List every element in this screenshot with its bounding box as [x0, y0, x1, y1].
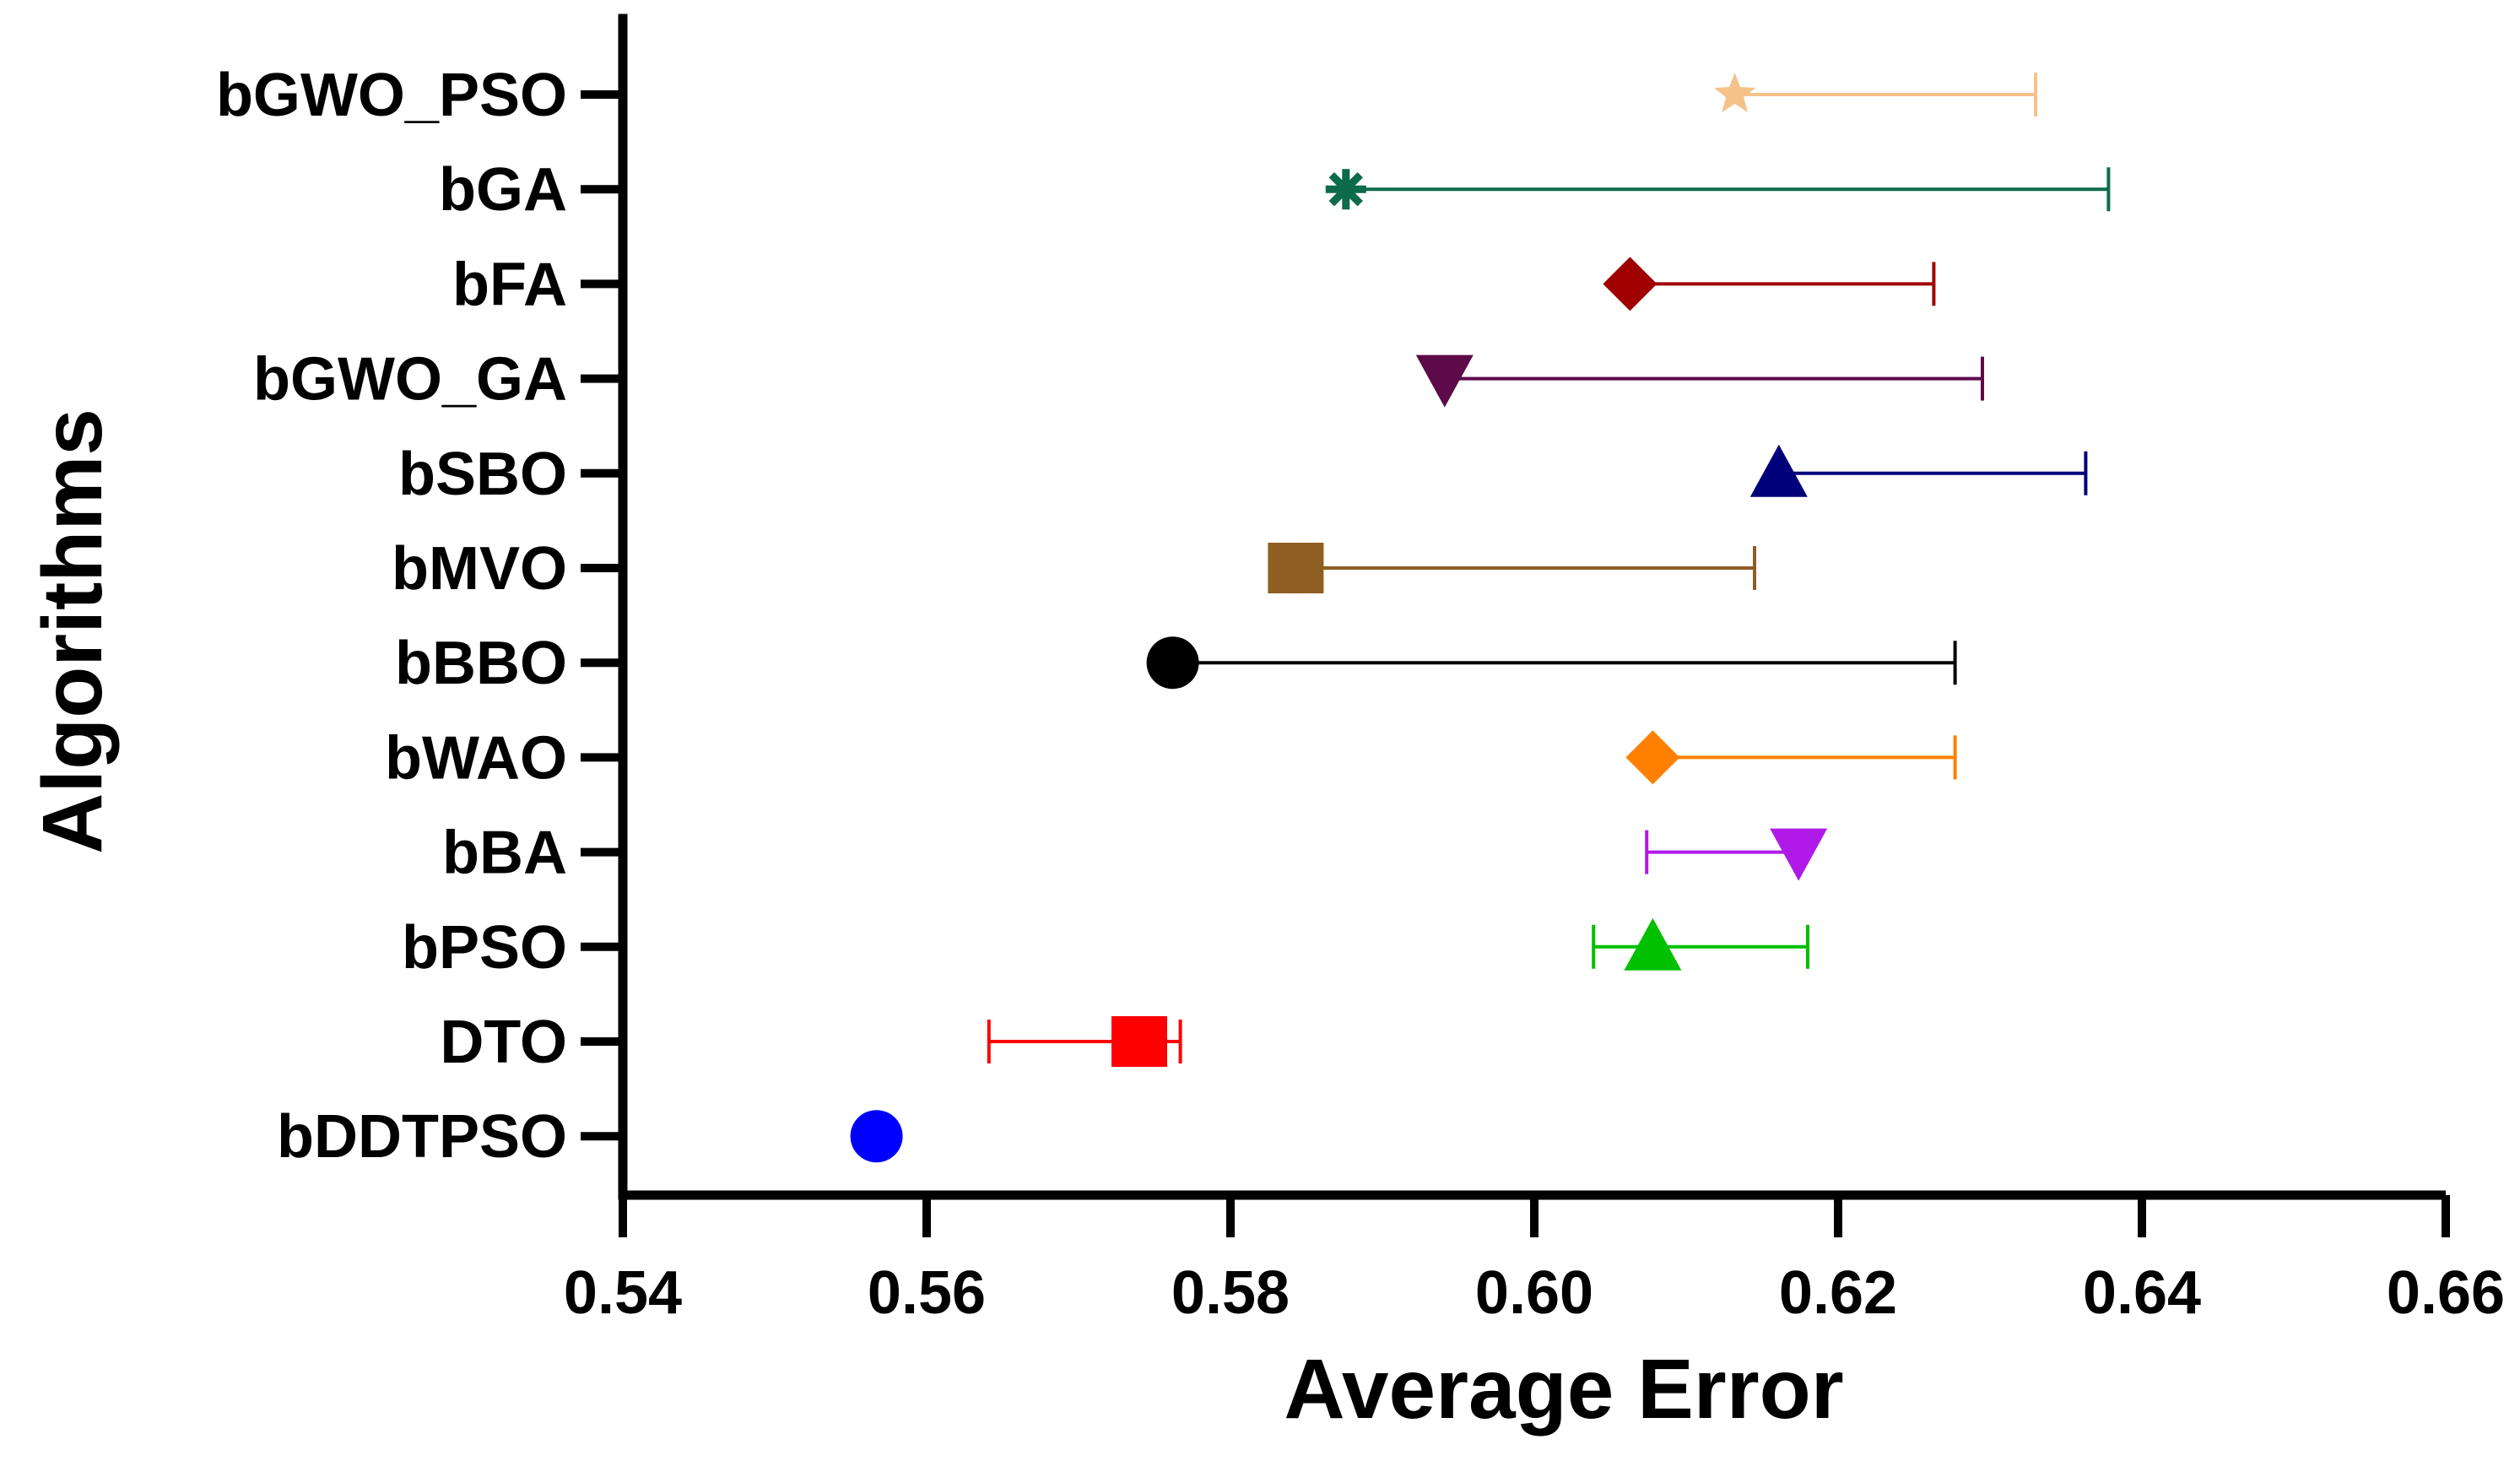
x-tick-label-4: 0.62: [1779, 1259, 1897, 1327]
marker-bBA: [1770, 828, 1828, 881]
series-bBBO: [1146, 636, 1957, 690]
y-tick-label-11: bDDTPSO: [277, 1103, 567, 1171]
series-bMVO: [1268, 543, 1756, 593]
y-axis-title: Algorithms: [25, 409, 120, 854]
series-bGWO_GA: [1415, 354, 1984, 408]
series-layer: [850, 73, 2111, 1163]
x-ticks: 0.54 0.56 0.58 0.60 0.62 0.64 0.66: [564, 1195, 2505, 1327]
series-bFA: [1603, 257, 1936, 311]
marker-bMVO: [1268, 543, 1324, 593]
x-tick-label-6: 0.66: [2387, 1259, 2505, 1327]
y-tick-label-4: bSBO: [398, 441, 567, 508]
y-tick-label-10: DTO: [440, 1009, 567, 1076]
marker-bGA-stroke-3: [1328, 172, 1363, 207]
series-bBA: [1645, 828, 1828, 881]
series-bPSO: [1592, 917, 1809, 971]
x-tick-label-5: 0.64: [2083, 1259, 2201, 1327]
marker-bGWO_GA: [1415, 354, 1474, 408]
marker-bBBO: [1146, 636, 1199, 690]
y-tick-label-1: bGA: [439, 156, 567, 224]
y-tick-label-3: bGWO_GA: [253, 346, 567, 414]
series-bWAO: [1625, 730, 1957, 785]
x-axis-title: Average Error: [1284, 1342, 1843, 1437]
y-tick-label-9: bPSO: [402, 914, 567, 982]
marker-bDDTPSO: [850, 1110, 903, 1163]
series-DTO: [987, 1016, 1182, 1067]
marker-DTO: [1111, 1016, 1167, 1067]
marker-bGWO_PSO: [1713, 73, 1756, 112]
series-bDDTPSO: [850, 1110, 903, 1163]
y-tick-label-5: bMVO: [392, 535, 567, 603]
marker-bPSO: [1624, 917, 1682, 971]
x-tick-label-3: 0.60: [1475, 1259, 1593, 1327]
marker-bGA: [1325, 169, 1366, 210]
marker-bFA: [1603, 257, 1657, 311]
series-bSBO: [1749, 444, 2088, 497]
y-tick-label-0: bGWO_PSO: [216, 62, 567, 129]
y-tick-label-7: bWAO: [385, 724, 567, 792]
y-ticks: bGWO_PSO bGA bFA bGWO_GA bSBO bMVO bBBO bWAO bBA…: [216, 62, 623, 1171]
series-bGWO_PSO: [1713, 73, 2037, 116]
marker-bSBO: [1749, 444, 1808, 497]
x-tick-label-0: 0.54: [564, 1259, 682, 1327]
y-tick-label-8: bBA: [442, 820, 567, 887]
marker-bWAO: [1625, 730, 1680, 785]
y-tick-label-2: bFA: [452, 251, 567, 318]
y-tick-label-6: bBBO: [395, 630, 567, 697]
x-tick-label-2: 0.58: [1171, 1259, 1290, 1327]
series-bGA: [1325, 167, 2111, 212]
x-tick-label-1: 0.56: [868, 1259, 986, 1327]
axes: [618, 14, 2446, 1200]
